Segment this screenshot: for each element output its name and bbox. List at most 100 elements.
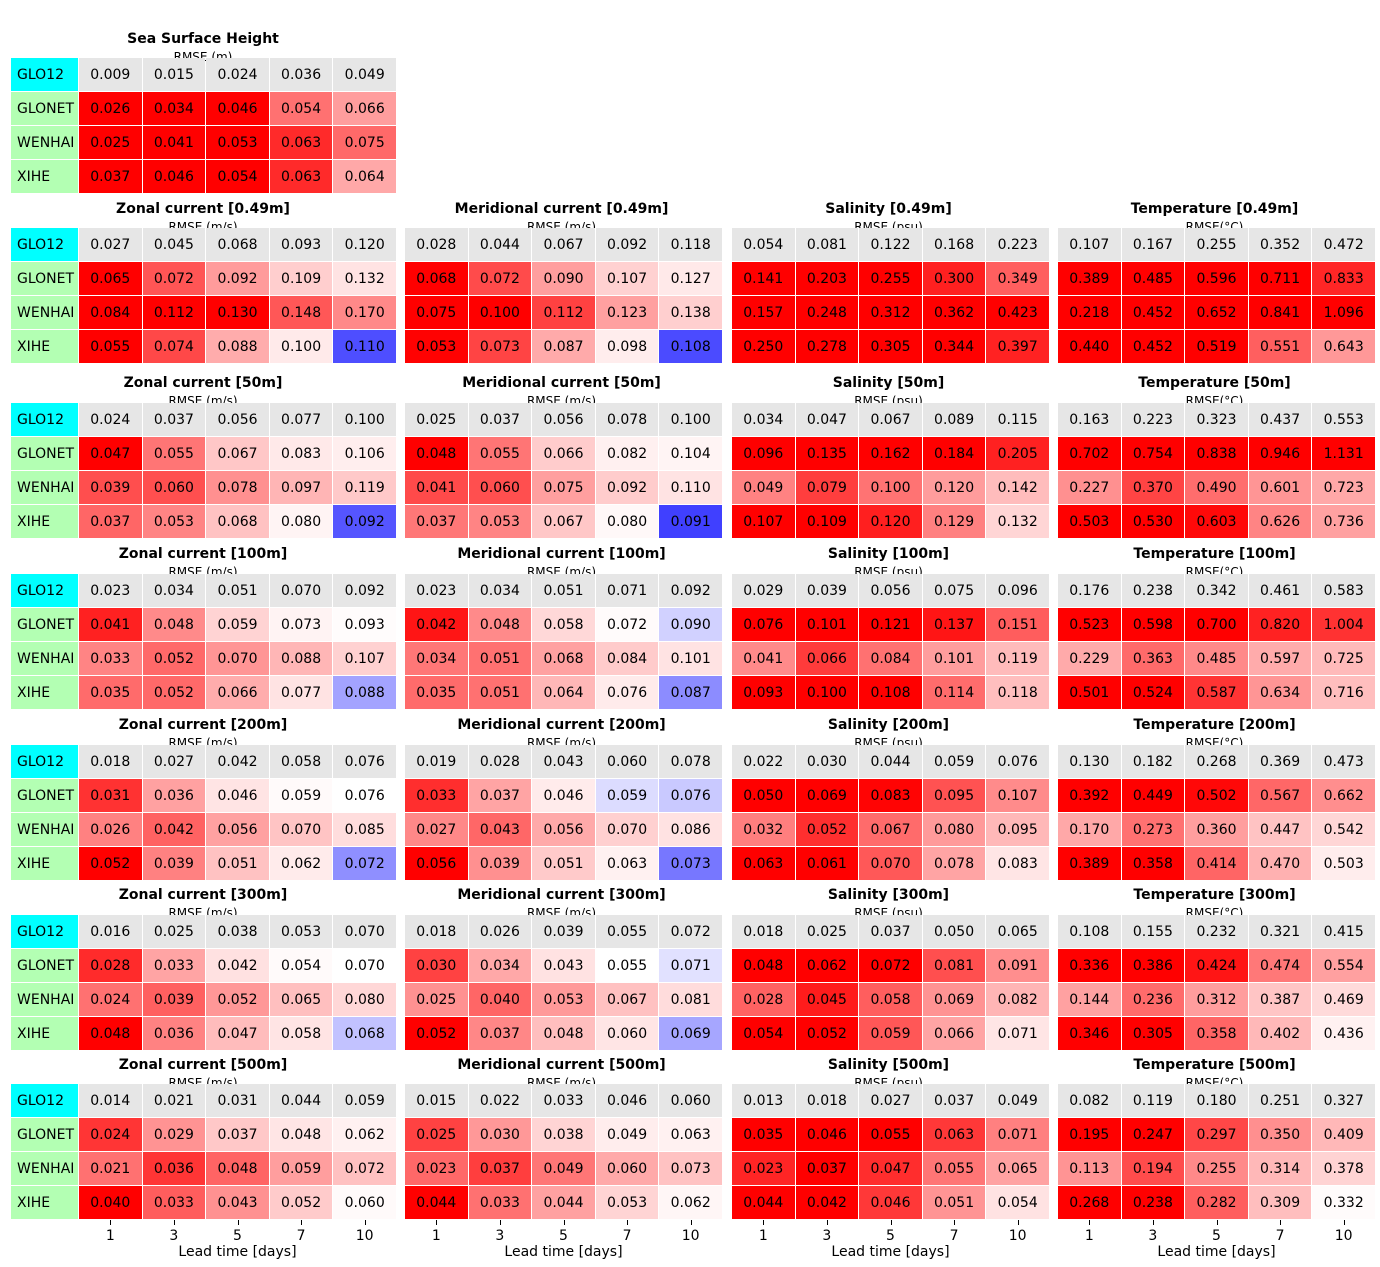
heatmap-cell: 0.051 — [468, 642, 532, 675]
heatmap-cell: 0.091 — [986, 949, 1049, 982]
model-label: GLO12 — [11, 58, 78, 91]
heatmap-cell: 0.048 — [732, 949, 795, 982]
panel-title: Temperature [50m] — [1138, 375, 1291, 391]
heatmap-cell: 0.070 — [595, 813, 659, 846]
heatmap-cell: 0.141 — [732, 262, 795, 295]
heatmap-cell: 0.062 — [333, 1118, 396, 1151]
heatmap-cell: 0.063 — [732, 847, 795, 880]
panel-title: Salinity [200m] — [827, 717, 950, 733]
heatmap-cell: 0.108 — [1058, 915, 1121, 948]
heatmap-cell: 0.643 — [1312, 330, 1375, 363]
panel-title: Salinity [100m] — [827, 546, 950, 562]
heatmap-cell: 0.035 — [405, 676, 468, 709]
x-tick-label: 7 — [1275, 1228, 1285, 1244]
model-label: XIHE — [11, 1017, 78, 1050]
heatmap-cell: 0.062 — [269, 847, 333, 880]
heatmap-cell: 0.232 — [1185, 915, 1248, 948]
model-label: GLONET — [11, 608, 78, 641]
heatmap-cell: 0.046 — [142, 160, 206, 193]
panel-title: Salinity [300m] — [827, 887, 950, 903]
heatmap-cell: 0.587 — [1185, 676, 1248, 709]
heatmap-cell: 0.063 — [269, 160, 333, 193]
heatmap-cell: 0.033 — [468, 1186, 532, 1219]
panel-title: Meridional current [200m] — [457, 717, 666, 733]
heatmap-cell: 0.096 — [986, 574, 1049, 607]
heatmap-cell: 0.027 — [79, 228, 142, 261]
heatmap-cell: 0.078 — [206, 471, 269, 504]
heatmap-cell: 0.009 — [79, 58, 142, 91]
heatmap-cell: 0.055 — [595, 949, 659, 982]
heatmap-cell: 0.044 — [859, 745, 922, 778]
heatmap-cell: 0.754 — [1121, 437, 1185, 470]
heatmap-cell: 0.062 — [795, 949, 859, 982]
heatmap-cell: 0.048 — [206, 1152, 269, 1185]
heatmap-cell: 0.092 — [595, 471, 659, 504]
heatmap-cell: 0.182 — [1121, 745, 1185, 778]
heatmap-cell: 1.004 — [1312, 608, 1375, 641]
heatmap-cell: 0.065 — [986, 915, 1049, 948]
heatmap-cell: 0.205 — [986, 437, 1049, 470]
heatmap-cell: 0.055 — [922, 1152, 986, 1185]
heatmap-cell: 0.046 — [859, 1186, 922, 1219]
heatmap-cell: 0.050 — [922, 915, 986, 948]
heatmap-cell: 0.014 — [79, 1084, 142, 1117]
heatmap-cell: 0.065 — [269, 983, 333, 1016]
heatmap-cell: 0.038 — [532, 1118, 595, 1151]
heatmap-cell: 0.084 — [79, 296, 142, 329]
heatmap-cell: 0.028 — [405, 228, 468, 261]
heatmap-cell: 0.060 — [333, 1186, 396, 1219]
heatmap-cell: 0.119 — [986, 642, 1049, 675]
heatmap-cell: 0.078 — [659, 745, 722, 778]
heatmap-cell: 0.218 — [1058, 296, 1121, 329]
heatmap-cell: 0.089 — [922, 403, 986, 436]
heatmap-cell: 0.652 — [1185, 296, 1248, 329]
heatmap-cell: 0.485 — [1121, 262, 1185, 295]
heatmap-cell: 0.030 — [405, 949, 468, 982]
heatmap-cell: 0.312 — [859, 296, 922, 329]
heatmap-cell: 0.093 — [269, 228, 333, 261]
heatmap-cell: 0.596 — [1185, 262, 1248, 295]
heatmap-cell: 0.054 — [732, 1017, 795, 1050]
x-tick-label: 5 — [1212, 1228, 1221, 1244]
heatmap-cell: 0.392 — [1058, 779, 1121, 812]
heatmap-cell: 0.092 — [206, 262, 269, 295]
heatmap-cell: 0.066 — [795, 642, 859, 675]
heatmap-cell: 1.131 — [1312, 437, 1375, 470]
heatmap-cell: 0.553 — [1312, 403, 1375, 436]
heatmap-cell: 0.037 — [795, 1152, 859, 1185]
heatmap-cell: 0.025 — [405, 1118, 468, 1151]
x-tick-mark — [499, 1220, 501, 1225]
heatmap-cell: 0.067 — [859, 813, 922, 846]
x-tick-label: 1 — [431, 1228, 441, 1244]
heatmap-cell: 0.598 — [1121, 608, 1185, 641]
heatmap-cell: 0.554 — [1312, 949, 1375, 982]
panel-title: Meridional current [50m] — [462, 375, 661, 391]
panel-title: Zonal current [300m] — [118, 887, 288, 903]
heatmap-cell: 0.053 — [595, 1186, 659, 1219]
x-axis-label: Lead time [days] — [831, 1244, 950, 1260]
heatmap-cell: 0.362 — [922, 296, 986, 329]
heatmap-cell: 0.083 — [269, 437, 333, 470]
heatmap-cell: 0.072 — [859, 949, 922, 982]
heatmap-cell: 0.072 — [659, 915, 722, 948]
panel-title: Zonal current [200m] — [118, 717, 288, 733]
heatmap-cell: 0.013 — [732, 1084, 795, 1117]
heatmap-cell: 0.037 — [405, 505, 468, 538]
heatmap-cell: 0.452 — [1121, 296, 1185, 329]
heatmap-cell: 0.016 — [79, 915, 142, 948]
x-tick-label: 5 — [559, 1228, 568, 1244]
heatmap-cell: 0.063 — [595, 847, 659, 880]
heatmap-cell: 0.036 — [142, 1152, 206, 1185]
panel-title: Meridional current [100m] — [457, 546, 666, 562]
x-tick-mark — [1280, 1220, 1282, 1225]
heatmap-cell: 0.087 — [659, 676, 722, 709]
heatmap-cell: 0.076 — [595, 676, 659, 709]
heatmap-cell: 0.096 — [732, 437, 795, 470]
heatmap-cell: 0.056 — [859, 574, 922, 607]
heatmap-cell: 0.033 — [142, 1186, 206, 1219]
heatmap-cell: 0.838 — [1185, 437, 1248, 470]
heatmap-cell: 0.058 — [532, 608, 595, 641]
heatmap-cell: 0.101 — [795, 608, 859, 641]
heatmap-cell: 0.036 — [142, 1017, 206, 1050]
heatmap-cell: 0.037 — [79, 505, 142, 538]
